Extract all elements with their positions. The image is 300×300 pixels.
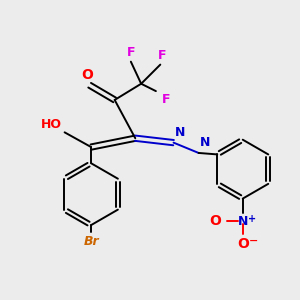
Text: O: O bbox=[237, 237, 249, 251]
Text: F: F bbox=[127, 46, 135, 59]
Text: HO: HO bbox=[41, 118, 62, 131]
Text: N: N bbox=[200, 136, 210, 149]
Text: F: F bbox=[162, 93, 170, 106]
Text: N: N bbox=[175, 126, 185, 139]
Text: F: F bbox=[158, 49, 166, 62]
Text: O: O bbox=[209, 214, 221, 228]
Text: +: + bbox=[248, 214, 256, 224]
Text: O: O bbox=[81, 68, 93, 82]
Text: N: N bbox=[238, 215, 248, 228]
Text: −: − bbox=[249, 236, 258, 246]
Text: Br: Br bbox=[83, 235, 99, 248]
